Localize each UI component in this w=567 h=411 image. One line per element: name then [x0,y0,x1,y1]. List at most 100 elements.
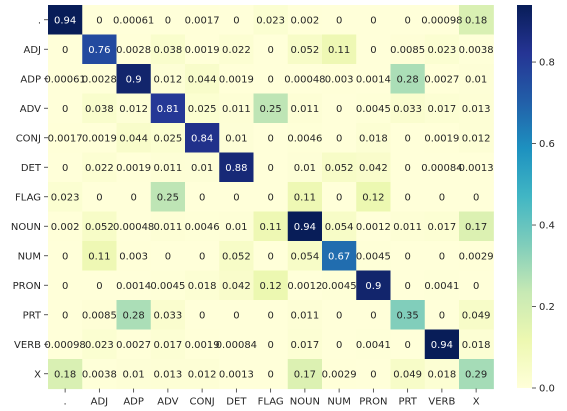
cell-value-label: 0.00084 [216,340,257,351]
cell-value-label: 0 [267,133,273,144]
cell-value-label: 0.11 [294,192,316,203]
x-tick-label: NOUN [290,397,320,408]
heatmap-cell [390,5,426,36]
heatmap-cell [48,359,83,390]
cell-value-label: 0.003 [119,251,148,262]
cell-value-label: 0.022 [222,45,251,56]
heatmap-cell [424,152,460,183]
heatmap-cell [287,152,323,183]
cell-value-label: 0.00098 [421,15,462,26]
cell-value-label: 0.052 [325,163,354,174]
cell-value-label: 0 [62,45,68,56]
heatmap-cell [390,270,426,301]
y-tick-label: . [38,15,41,26]
heatmap-cell [116,359,152,390]
cell-value-label: 0.003 [325,74,354,85]
x-tick-label: DET [226,397,247,408]
cell-value-label: 0 [267,74,273,85]
heatmap-cell [253,359,289,390]
cell-value-label: 0 [96,15,102,26]
cell-value-label: 0.17 [294,369,316,380]
colorbar-tick-label: 0.6 [539,139,555,150]
cell-value-label: 0.012 [188,369,217,380]
cell-value-label: 0.11 [88,251,110,262]
cell-value-label: 0 [62,104,68,115]
cell-value-label: 0.28 [396,74,418,85]
cell-value-label: 0.0029 [459,251,494,262]
cell-value-label: 0.042 [222,281,251,292]
x-tick-label: VERB [428,397,455,408]
cell-value-label: 0 [370,369,376,380]
cell-value-label: 0.023 [85,340,114,351]
cell-value-label: 0 [404,192,410,203]
cell-value-label: 0.023 [51,192,80,203]
heatmap-cell [82,270,118,301]
cell-value-label: 0.76 [88,45,110,56]
cell-value-label: 0.012 [119,104,148,115]
heatmap-cell [150,182,186,213]
heatmap-cell [287,241,323,272]
cell-value-label: 0 [267,192,273,203]
cell-value-label: 0.94 [54,15,76,26]
cell-value-label: 0.88 [225,163,247,174]
heatmap-cell [390,93,426,124]
cell-value-label: 0.18 [54,369,76,380]
heatmap-cell [424,5,460,36]
heatmap-cell [219,152,255,183]
y-tick-label: ADP [20,74,41,85]
cell-value-label: 0.67 [328,251,350,262]
cell-value-label: 0.0041 [356,340,391,351]
cell-value-label: 0 [199,310,205,321]
cell-value-label: 0 [404,15,410,26]
cell-value-label: 0.0019 [116,163,151,174]
heatmap-cell [150,300,186,331]
heatmap-cell [390,34,426,65]
y-tick-label: DET [21,163,42,174]
cell-value-label: 0 [233,192,239,203]
cell-value-label: 0.0019 [185,340,220,351]
colorbar-tick-label: 0.2 [539,302,555,313]
heatmap-cell [253,93,289,124]
x-tick-label: ADJ [91,397,109,408]
heatmap-cell [287,182,323,213]
heatmap-cell [356,64,392,95]
heatmap-cell [287,123,323,154]
heatmap-cell [219,93,255,124]
cell-value-label: 0.018 [188,281,217,292]
heatmap-cell [48,211,83,242]
colorbar: 0.0 0.2 0.4 0.6 0.8 [517,5,555,395]
cell-value-label: 0.84 [191,133,213,144]
heatmap-cell [219,34,255,65]
heatmap-cell [253,64,289,95]
cell-value-label: 0 [165,251,171,262]
heatmap-cell [424,211,460,242]
colorbar-ticks: 0.0 0.2 0.4 0.6 0.8 [532,58,555,395]
cell-value-label: 0.0027 [424,74,459,85]
heatmap-cell [48,64,83,95]
cell-value-label: 0 [96,281,102,292]
cell-value-label: 0 [473,281,479,292]
heatmap-cell [287,34,323,65]
cell-value-label: 0.0029 [322,369,357,380]
heatmap-cell [48,93,83,124]
cell-value-label: 0 [267,369,273,380]
heatmap-cell [287,5,323,36]
heatmap-cell [219,329,255,360]
heatmap-cell [219,211,255,242]
heatmap-cell [424,300,460,331]
heatmap-cell [82,152,118,183]
heatmap-cell [322,5,357,36]
heatmap-cell [116,329,152,360]
heatmap-cell [48,241,83,272]
cell-value-label: 0.00048 [284,74,325,85]
y-tick-label: VERB [14,340,41,351]
cell-value-label: 0 [370,15,376,26]
cell-value-label: 0 [267,251,273,262]
cell-value-label: 0.011 [222,104,251,115]
cell-value-label: 0 [199,192,205,203]
cell-value-label: 0.044 [119,133,148,144]
cell-value-label: 0.018 [359,133,388,144]
cell-value-label: 0.018 [462,340,491,351]
x-tick-label: PRT [398,397,417,408]
